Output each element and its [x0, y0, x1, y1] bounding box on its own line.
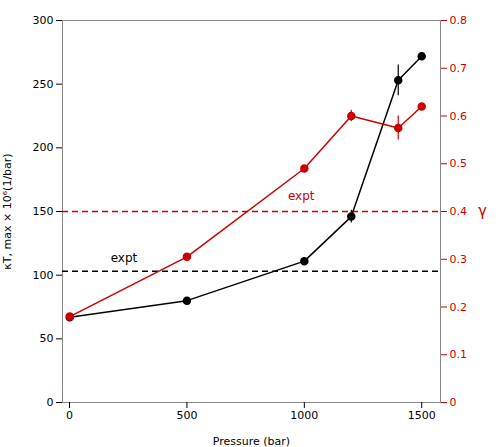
svg-text:κT, max × 10⁶(1/bar): κT, max × 10⁶(1/bar) — [1, 153, 14, 269]
svg-text:1500: 1500 — [408, 409, 436, 422]
svg-text:0.5: 0.5 — [450, 157, 468, 170]
svg-text:0.8: 0.8 — [450, 14, 468, 27]
svg-text:0.1: 0.1 — [450, 348, 468, 361]
svg-text:1000: 1000 — [290, 409, 318, 422]
svg-text:0.3: 0.3 — [450, 253, 468, 266]
svg-text:Pressure (bar): Pressure (bar) — [213, 435, 290, 447]
svg-text:50: 50 — [40, 332, 54, 345]
svg-text:500: 500 — [176, 409, 197, 422]
svg-text:300: 300 — [33, 14, 54, 27]
svg-text:expt: expt — [111, 251, 138, 265]
svg-text:100: 100 — [33, 269, 54, 282]
svg-text:0.7: 0.7 — [450, 62, 468, 75]
svg-text:0.4: 0.4 — [450, 205, 468, 218]
svg-text:0.6: 0.6 — [450, 110, 468, 123]
svg-text:0: 0 — [66, 409, 73, 422]
svg-text:250: 250 — [33, 78, 54, 91]
svg-text:0.2: 0.2 — [450, 301, 468, 314]
svg-text:0: 0 — [450, 396, 457, 409]
svg-text:γ: γ — [478, 202, 487, 220]
svg-text:150: 150 — [33, 205, 54, 218]
svg-text:200: 200 — [33, 141, 54, 154]
svg-text:expt: expt — [288, 189, 315, 203]
svg-text:0: 0 — [47, 396, 54, 409]
